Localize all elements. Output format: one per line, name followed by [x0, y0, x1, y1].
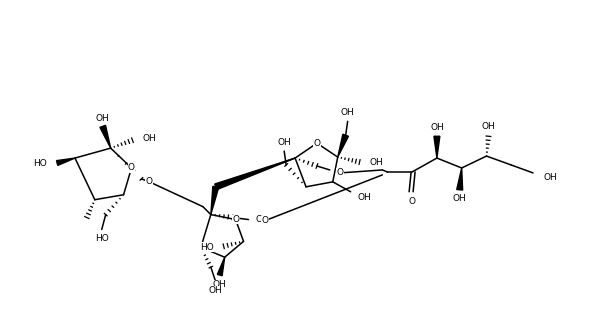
- Text: OH: OH: [370, 157, 383, 167]
- Text: OH: OH: [142, 134, 156, 143]
- Text: O: O: [146, 177, 153, 186]
- Polygon shape: [434, 136, 440, 158]
- Polygon shape: [457, 168, 463, 190]
- Text: OH: OH: [213, 280, 227, 289]
- Polygon shape: [338, 134, 349, 157]
- Text: OH: OH: [357, 193, 371, 202]
- Text: OH: OH: [544, 173, 558, 182]
- Text: O: O: [262, 216, 269, 225]
- Polygon shape: [211, 186, 219, 214]
- Text: O: O: [232, 215, 239, 224]
- Text: O: O: [128, 163, 135, 173]
- Text: O: O: [313, 139, 321, 148]
- Text: O: O: [336, 168, 343, 178]
- Polygon shape: [217, 257, 225, 276]
- Text: OH: OH: [209, 286, 223, 295]
- Polygon shape: [56, 158, 75, 165]
- Text: OH: OH: [453, 194, 467, 203]
- Text: O: O: [255, 215, 262, 224]
- Text: O: O: [408, 197, 416, 206]
- Text: OH: OH: [96, 114, 110, 123]
- Text: OH: OH: [481, 122, 495, 131]
- Polygon shape: [215, 158, 295, 190]
- Text: HO: HO: [95, 234, 109, 243]
- Text: OH: OH: [341, 108, 354, 117]
- Polygon shape: [100, 125, 111, 148]
- Text: OH: OH: [430, 123, 444, 132]
- Text: HO: HO: [200, 243, 214, 252]
- Text: HO: HO: [33, 158, 47, 168]
- Text: OH: OH: [278, 138, 291, 147]
